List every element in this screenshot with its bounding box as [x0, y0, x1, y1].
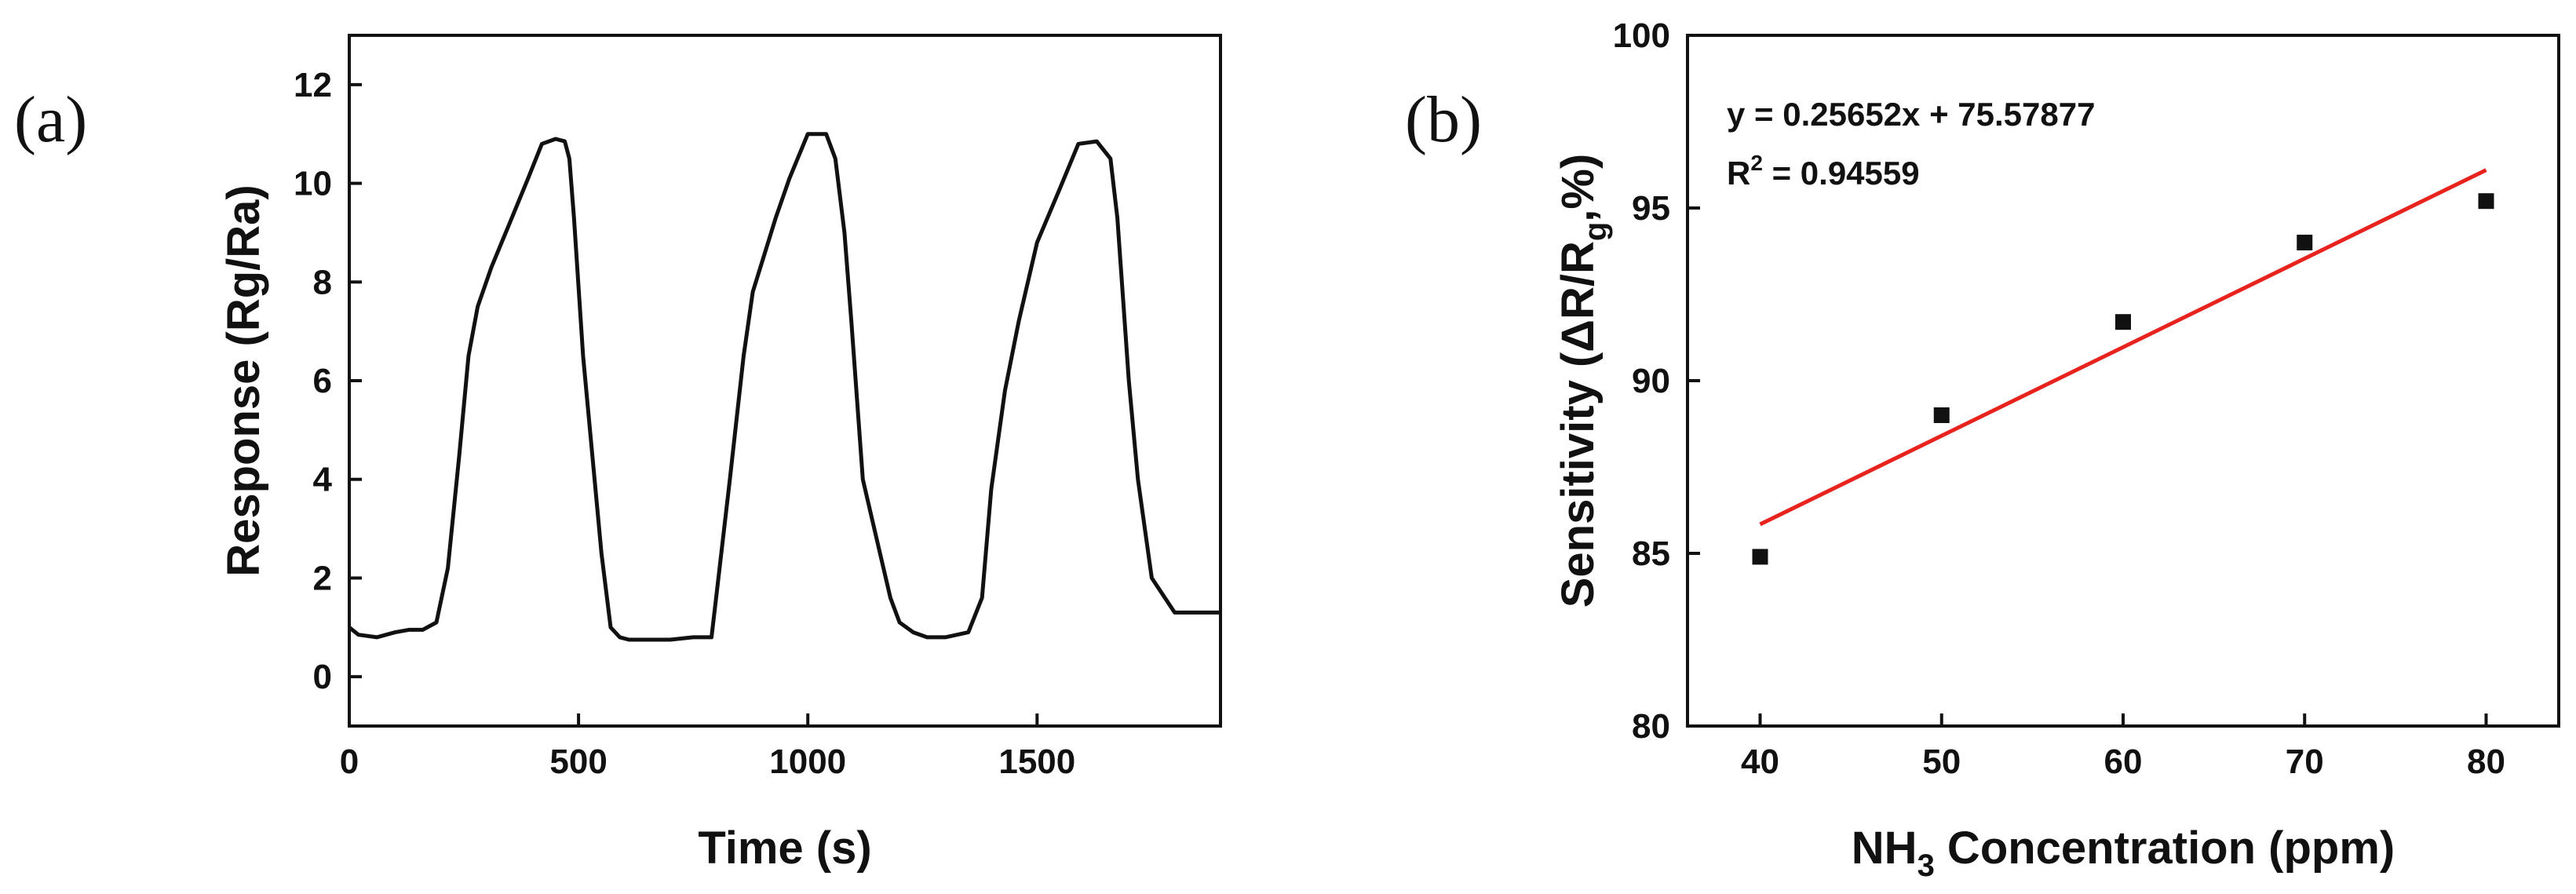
panel-a-plot-frame: [348, 34, 1222, 728]
panel-b-data-point: [2297, 235, 2313, 250]
panel-a-label: (a): [14, 83, 87, 156]
panel-a-x-axis-title: Time (s): [698, 823, 871, 874]
panel-a-y-tick-label: 10: [294, 165, 332, 203]
panel-b-axes: 40 50 60 70 80 80 85 90 95 100: [1613, 16, 2505, 781]
panel-b-y-tick-label: 80: [1632, 707, 1670, 746]
panel-b-label: (b): [1405, 83, 1482, 156]
panel-b-data-point: [1752, 549, 1768, 565]
panel-a: (a) 0 500 1000 1500 0 2 4 6 8 10 12 Time (s) Respo…: [14, 34, 1222, 874]
panel-a-y-axis-title: Response (Rg/Ra): [218, 184, 269, 577]
panel-a-axes: 0 500 1000 1500 0 2 4 6 8 10 12: [294, 66, 1075, 781]
panel-b-data-point: [2478, 193, 2494, 210]
panel-b-fit-line: [1759, 168, 2487, 527]
panel-b-x-tick-label: 50: [1922, 743, 1961, 781]
panel-a-y-tick-label: 12: [294, 66, 332, 104]
panel-a-x-tick-label: 500: [549, 743, 607, 781]
panel-b-series: [1752, 168, 2494, 565]
panel-a-y-tick-label: 6: [313, 362, 332, 400]
panel-a-x-tick-label: 0: [340, 743, 359, 781]
panel-b: (b) 40 50 60 70 80 80 85 90 95 100 y = 0.25652x +…: [1405, 16, 2560, 883]
panel-b-x-tick-label: 80: [2467, 743, 2505, 781]
panel-b-y-tick-label: 100: [1613, 16, 1670, 55]
panel-a-y-tick-label: 4: [313, 461, 333, 499]
panel-a-series: [348, 132, 1220, 642]
panel-b-y-axis-title: Sensitivity (ΔR/Rg,%): [1553, 154, 1613, 608]
panel-b-y-tick-label: 90: [1632, 362, 1670, 400]
panel-a-x-tick-label: 1000: [769, 743, 846, 781]
panel-b-y-tick-label: 95: [1632, 189, 1670, 228]
panel-b-data-point: [1933, 407, 1950, 423]
panel-b-fit-equation: y = 0.25652x + 75.57877: [1727, 96, 2095, 133]
panel-a-y-tick-label: 8: [313, 263, 332, 301]
panel-a-y-tick-label: 2: [313, 559, 332, 597]
panel-b-x-tick-label: 40: [1741, 743, 1779, 781]
panel-a-y-tick-label: 0: [313, 658, 332, 696]
panel-b-plot-frame: [1686, 34, 2560, 728]
panel-a-response-line: [348, 132, 1220, 642]
panel-b-x-tick-label: 60: [2104, 743, 2143, 781]
panel-b-data-point: [2115, 314, 2131, 330]
panel-a-x-tick-label: 1500: [998, 743, 1075, 781]
panel-b-x-tick-label: 70: [2286, 743, 2324, 781]
panel-b-r-squared: R2 = 0.94559: [1727, 151, 1920, 192]
panel-b-y-tick-label: 85: [1632, 535, 1670, 573]
panel-b-x-axis-title: NH3 Concentration (ppm): [1852, 823, 2395, 883]
